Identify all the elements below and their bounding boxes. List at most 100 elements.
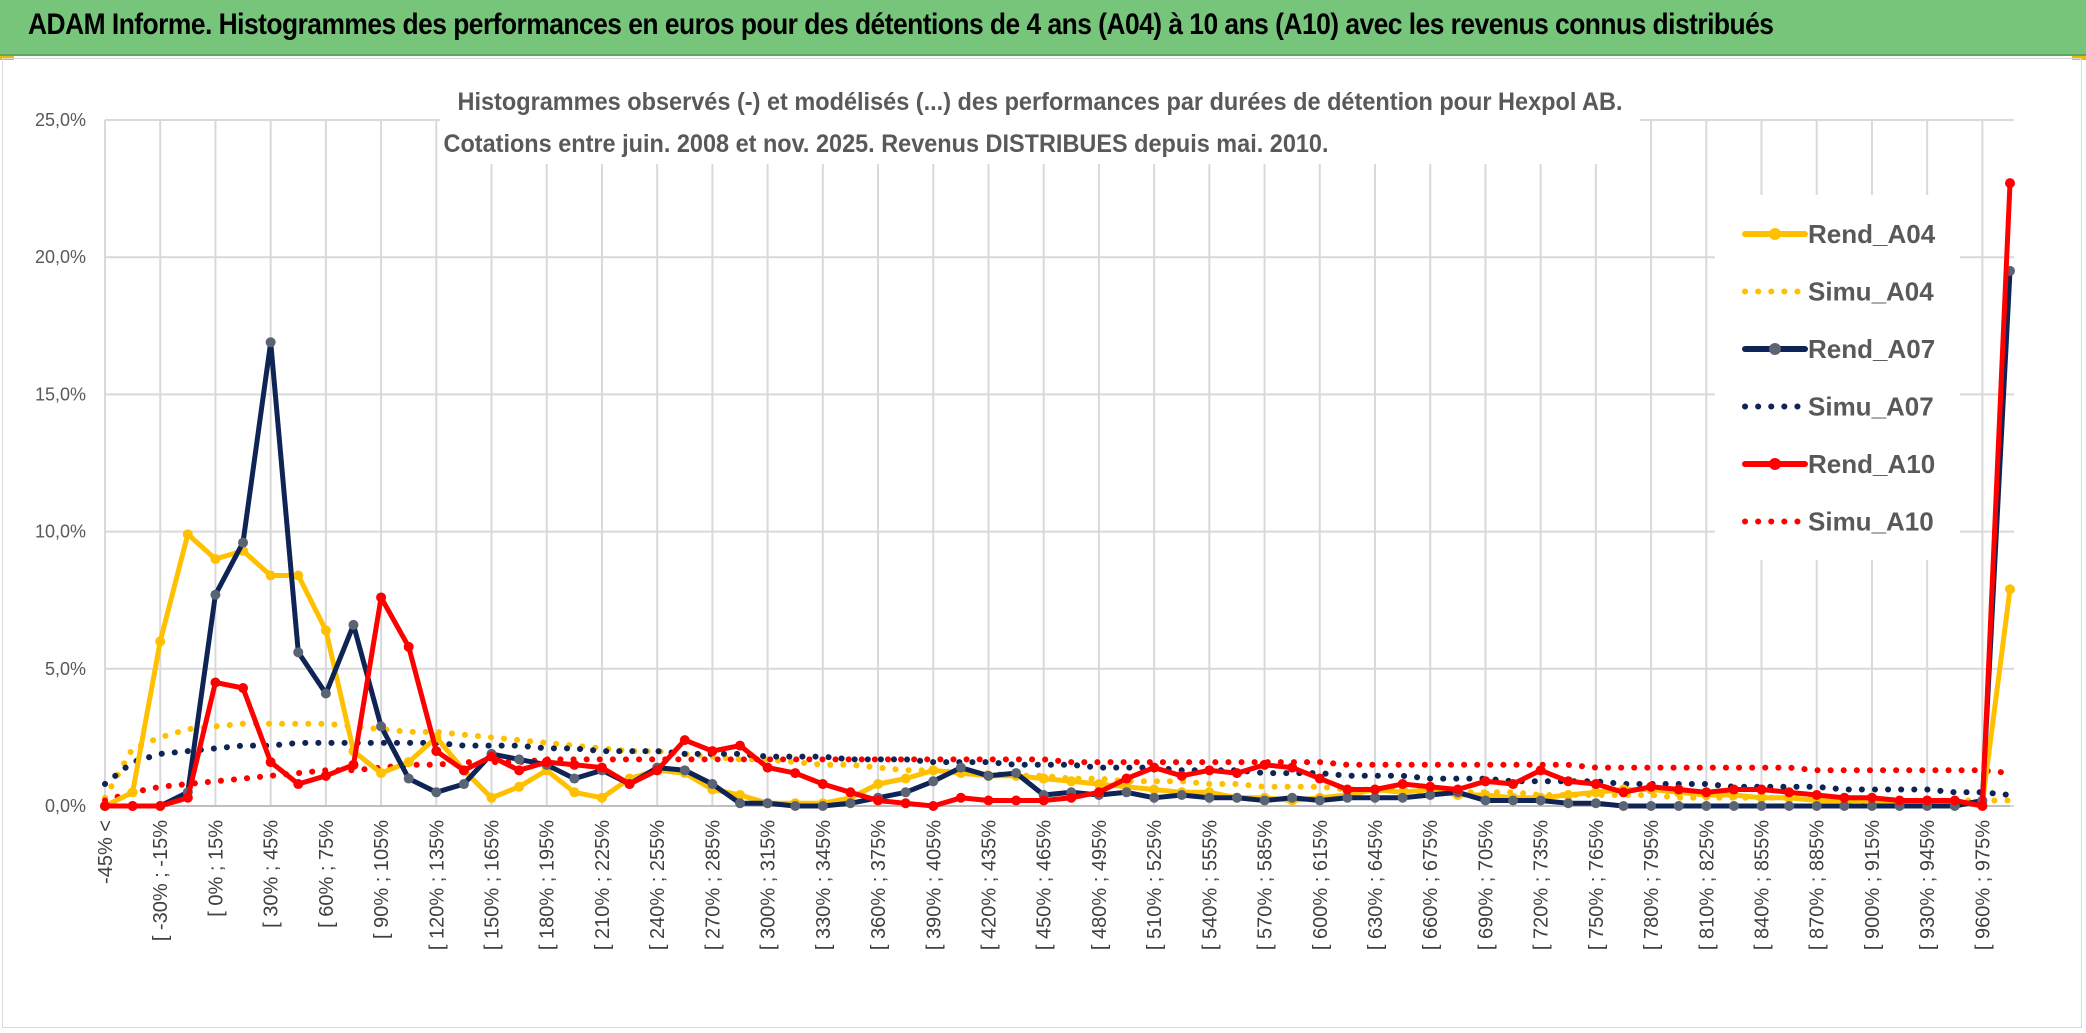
point-rend_a07 [1314,795,1325,806]
point-rend_a10 [1480,776,1491,787]
x-tick-label: -45% < [95,820,117,884]
point-rend_a07 [1646,801,1657,811]
point-rend_a10 [983,795,994,806]
x-tick-label: [ 30% ; 45% [261,820,283,928]
point-rend_a10 [486,751,497,762]
point-rend_a07 [707,779,718,790]
point-rend_a10 [707,746,718,757]
point-rend_a04 [376,768,387,779]
point-rend_a10 [873,795,884,806]
point-rend_a10 [624,779,635,790]
point-rend_a10 [1949,795,1960,806]
x-tick-label: [ 360% ; 375% [868,820,890,950]
x-tick-label: [ 900% ; 915% [1862,820,1884,950]
point-rend_a04 [320,625,331,636]
point-rend_a10 [100,801,110,811]
point-rend_a04 [596,792,607,803]
y-tick-label: 10,0% [35,522,86,542]
series-line-rend_a07 [102,268,2013,809]
x-tick-label: [ 810% ; 825% [1696,820,1718,950]
point-rend_a10 [652,765,663,776]
x-tick-label: [ 270% ; 285% [702,820,724,950]
point-rend_a07 [265,337,276,348]
point-rend_a10 [127,801,138,811]
point-rend_a10 [1784,787,1795,798]
point-rend_a10 [1093,787,1104,798]
report-title: ADAM Informe. Histogrammes des performan… [28,8,1774,41]
point-rend_a10 [1452,784,1463,795]
x-tick-label: [ 480% ; 495% [1089,820,1111,950]
point-rend_a10 [403,641,414,652]
point-rend_a10 [1756,784,1767,795]
point-rend_a10 [1701,787,1712,798]
x-tick-label: [ 120% ; 135% [426,820,448,950]
x-tick-label: [ 330% ; 345% [813,820,835,950]
point-rend_a10 [955,792,966,803]
point-rend_a10 [265,757,276,768]
x-tick-label: [ 450% ; 465% [1034,820,1056,950]
x-tick-label: [ 870% ; 885% [1807,820,1829,950]
x-tick-label: [ 840% ; 855% [1752,820,1774,950]
point-rend_a04 [873,779,884,790]
point-rend_a07 [1176,790,1187,801]
x-tick-label: [ 960% ; 975% [1972,820,1994,950]
point-rend_a07 [983,770,994,781]
legend-box [1715,195,1960,560]
legend-marker [1769,343,1781,355]
point-rend_a10 [1287,762,1298,773]
legend-label: Rend_A10 [1808,449,1935,479]
point-rend_a07 [1121,787,1132,798]
point-rend_a10 [1894,795,1905,806]
point-rend_a10 [596,762,607,773]
point-rend_a04 [1149,784,1160,795]
point-rend_a10 [1314,773,1325,784]
point-rend_a07 [1204,792,1215,803]
point-rend_a07 [679,765,690,776]
point-rend_a10 [1673,784,1684,795]
x-tick-label: [ 60% ; 75% [316,820,338,928]
x-tick-label: [ 600% ; 615% [1310,820,1332,950]
point-rend_a07 [1756,801,1767,811]
point-rend_a10 [238,683,249,694]
point-rend_a10 [2005,178,2015,189]
x-tick-label: [ 630% ; 645% [1365,820,1387,950]
y-tick-label: 20,0% [35,247,86,267]
point-rend_a07 [790,801,801,811]
point-rend_a07 [1397,792,1408,803]
point-rend_a07 [1866,801,1877,811]
series-line-simu_a10 [102,756,2013,804]
point-rend_a07 [293,647,304,658]
legend-label: Simu_A07 [1808,392,1934,422]
point-rend_a04 [735,790,745,801]
report-banner: ADAM Informe. Histogrammes des performan… [0,0,2086,56]
point-rend_a10 [1563,776,1574,787]
point-rend_a04 [403,757,414,768]
point-rend_a07 [1811,801,1822,811]
x-tick-label: [ 210% ; 225% [592,820,614,950]
x-tick-label: [ 930% ; 945% [1917,820,1939,950]
point-rend_a10 [1121,773,1132,784]
series-line-rend_a04 [102,531,2013,809]
point-rend_a10 [1728,784,1739,795]
point-rend_a10 [155,801,166,811]
series-line-simu_a04 [102,720,2013,804]
legend-label: Rend_A07 [1808,334,1935,364]
point-rend_a04 [1563,790,1574,801]
point-rend_a04 [569,787,580,798]
point-rend_a10 [1038,795,1049,806]
point-rend_a10 [1618,787,1629,798]
point-rend_a07 [1231,792,1242,803]
x-tick-label: [ 90% ; 105% [371,820,393,939]
point-rend_a07 [1618,801,1629,811]
point-rend_a04 [1756,792,1767,803]
point-rend_a07 [1342,792,1353,803]
point-rend_a07 [1011,768,1022,779]
point-rend_a07 [928,776,939,787]
point-rend_a07 [762,798,773,809]
point-rend_a10 [1508,779,1519,790]
point-rend_a07 [1149,792,1160,803]
point-rend_a07 [735,798,745,809]
point-rend_a07 [1728,801,1739,811]
x-tick-label: [ 300% ; 315% [758,820,780,950]
point-rend_a04 [486,792,497,803]
